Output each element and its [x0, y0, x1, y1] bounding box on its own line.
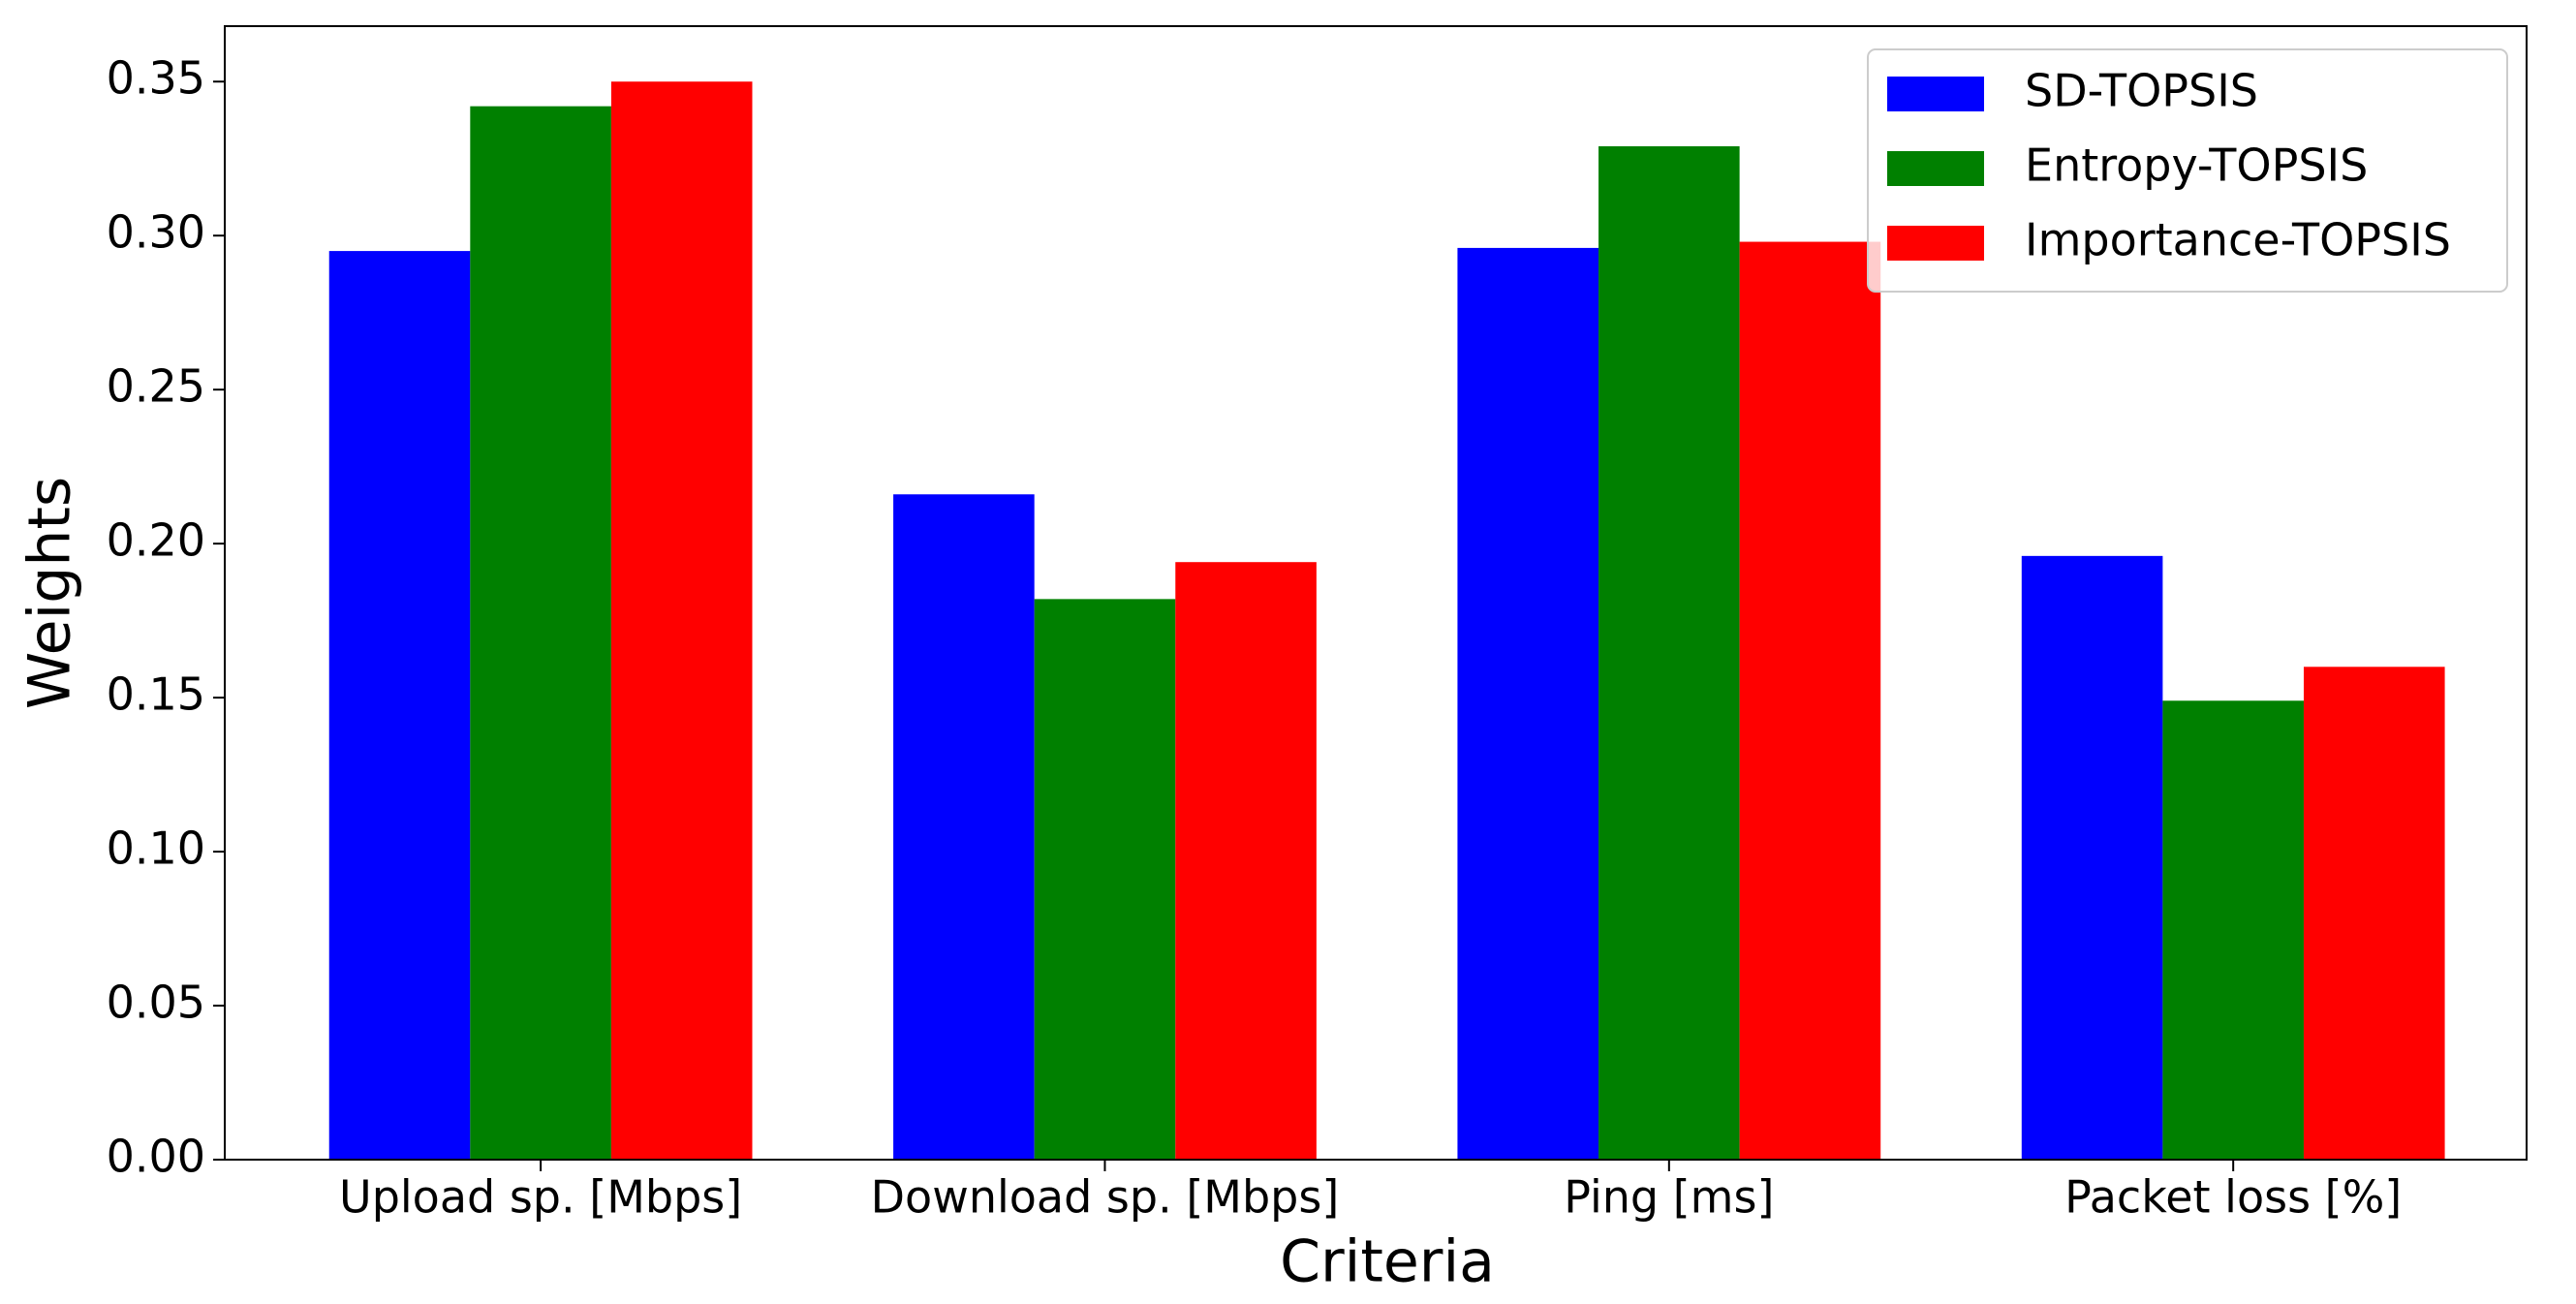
legend-label: Entropy-TOPSIS — [2025, 140, 2368, 192]
x-axis-label: Criteria — [1280, 1228, 1495, 1296]
x-tick-label: Packet loss [%] — [2064, 1171, 2402, 1224]
y-tick-label: 0.20 — [107, 514, 205, 567]
y-axis-label: Weights — [16, 477, 84, 709]
y-tick-label: 0.30 — [107, 206, 205, 259]
bar — [610, 81, 753, 1160]
bar — [1457, 247, 1599, 1161]
bar — [328, 251, 471, 1160]
y-tick-label: 0.25 — [107, 360, 205, 413]
legend-label: Importance-TOPSIS — [2025, 214, 2451, 266]
bar — [1034, 599, 1176, 1160]
bar — [2162, 700, 2304, 1160]
bar — [2303, 667, 2445, 1160]
legend-swatch — [1887, 151, 1984, 186]
bar — [1175, 562, 1317, 1160]
x-tick-label: Upload sp. [Mbps] — [339, 1171, 742, 1224]
bar — [1739, 241, 1881, 1161]
legend-label: SD-TOPSIS — [2025, 65, 2258, 117]
legend-box — [1867, 48, 2508, 293]
legend-swatch — [1887, 77, 1984, 111]
bar — [470, 106, 611, 1160]
legend-swatch — [1887, 226, 1984, 261]
y-tick-label: 0.10 — [107, 823, 205, 875]
bar — [1598, 145, 1740, 1160]
x-tick-label: Ping [ms] — [1564, 1171, 1774, 1224]
y-tick-label: 0.15 — [107, 668, 205, 721]
y-tick-label: 0.00 — [107, 1131, 205, 1183]
bar — [893, 494, 1035, 1160]
x-tick-label: Download sp. [Mbps] — [871, 1171, 1340, 1224]
y-tick-label: 0.35 — [107, 52, 205, 105]
y-tick-label: 0.05 — [107, 977, 205, 1029]
plot-frame — [224, 25, 2528, 1161]
bar — [2021, 555, 2163, 1160]
